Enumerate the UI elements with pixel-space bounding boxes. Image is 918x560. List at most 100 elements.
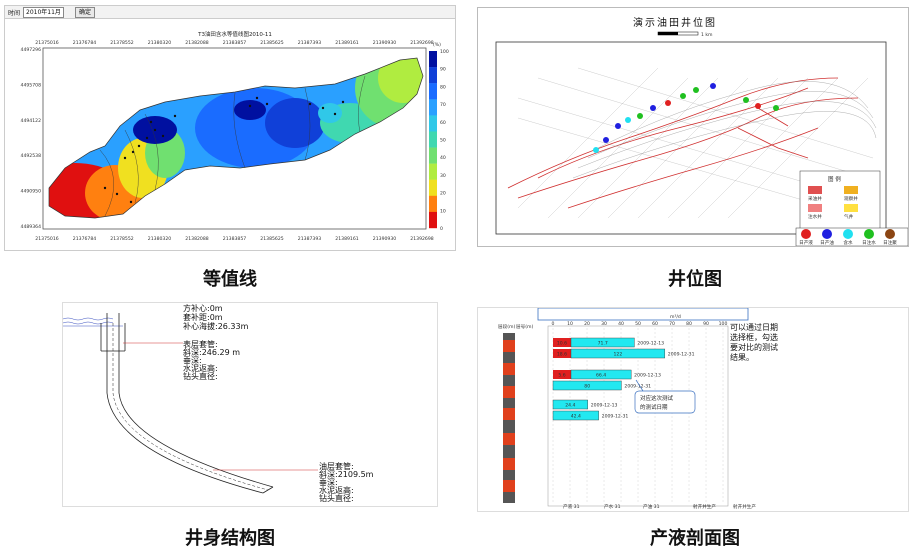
grid-lines bbox=[517, 67, 874, 219]
x-tick-label: 21380320 bbox=[148, 40, 171, 46]
x-tick-label: 21376784 bbox=[73, 236, 96, 242]
x-tick-label: 21392698 bbox=[410, 40, 433, 46]
legend-value: 70 bbox=[440, 102, 446, 108]
legend-label: 气井 bbox=[844, 213, 854, 220]
cyan-bar bbox=[552, 410, 599, 421]
bottom-legend-label: 产液 31 bbox=[563, 503, 580, 510]
red-bar bbox=[553, 338, 571, 347]
x-tick-label: 21390930 bbox=[373, 236, 396, 242]
map-frame bbox=[495, 41, 887, 235]
circle-legend-label: 日产液 bbox=[799, 239, 813, 246]
x-tick-label: 21376784 bbox=[73, 40, 96, 46]
cyan-bar bbox=[570, 369, 632, 380]
axis-tick: 50 bbox=[635, 321, 641, 327]
x-tick-label: 21390930 bbox=[373, 40, 396, 46]
x-tick-label: 21383857 bbox=[223, 40, 246, 46]
surface-line: 斜深:246.29 m bbox=[183, 347, 240, 357]
axis-tick: 30 bbox=[601, 321, 607, 327]
bar-date: 2009-12-31 bbox=[668, 352, 695, 358]
legend-swatch bbox=[429, 131, 437, 148]
bar-date: 2009-12-31 bbox=[602, 414, 629, 420]
legend-value: 10 bbox=[440, 208, 446, 214]
circle-legend: 日产液 日产油 含水 日注水 日注聚 bbox=[795, 227, 908, 246]
production-line: 油层套管: bbox=[319, 461, 354, 471]
legend-swatch bbox=[429, 115, 437, 132]
svg-text:1 km: 1 km bbox=[701, 32, 713, 38]
x-tick-label: 21387393 bbox=[298, 236, 321, 242]
legend-value: 50 bbox=[440, 138, 446, 144]
circle-legend-icon bbox=[801, 229, 811, 239]
date-select[interactable]: 2010年11月 bbox=[23, 7, 64, 18]
y-ticks: 4497296 4495708 4494122 4492538 4490950 44893… bbox=[21, 47, 42, 230]
cyan-bar bbox=[570, 348, 666, 359]
red-bar-label: 10.6 bbox=[557, 341, 567, 347]
fault-lines bbox=[507, 77, 859, 209]
note-line: 结果。 bbox=[730, 352, 754, 362]
bottom-legend-label: 射开井生产 bbox=[733, 503, 756, 510]
x-tick-label: 21375016 bbox=[35, 236, 58, 242]
contour-panel: 时间 2010年11月 确定 T3油田含水等值线图2010-11 2137501… bbox=[4, 5, 456, 251]
legend-value: 40 bbox=[440, 155, 446, 161]
circle-legend-label: 日注水 bbox=[862, 239, 876, 246]
wellmap-chart: 演示油田井位图 1 km bbox=[495, 16, 908, 246]
production-line: 钻头直径: bbox=[319, 493, 354, 503]
contour-hatch bbox=[572, 81, 877, 179]
x-tick-label: 21382088 bbox=[185, 236, 208, 242]
production-line: 水泥返高: bbox=[319, 485, 354, 495]
x-tick-label: 21385625 bbox=[260, 40, 283, 46]
confirm-button[interactable]: 确定 bbox=[75, 7, 96, 18]
axis-unit: m³/d bbox=[670, 314, 681, 320]
axis-tick: 20 bbox=[584, 321, 590, 327]
contour-title: T3油田含水等值线图2010-11 bbox=[197, 30, 272, 38]
legend-swatch bbox=[429, 83, 437, 100]
legend-swatch bbox=[844, 204, 858, 212]
x-ticks-top: 21375016 21376784 21378552 21380320 21382088… bbox=[35, 40, 433, 46]
note-line: 可以通过日期 bbox=[730, 322, 778, 332]
contour-toolbar: 时间 2010年11月 确定 bbox=[5, 6, 455, 19]
svg-text:图 例: 图 例 bbox=[828, 175, 841, 183]
cyan-bar-label: 71.7 bbox=[598, 341, 608, 347]
cyan-bar-label: 80 bbox=[584, 384, 590, 390]
legend-value: 0 bbox=[440, 226, 443, 232]
red-bar bbox=[553, 349, 571, 358]
bar-date: 2009-12-31 bbox=[624, 384, 651, 390]
scale-bar: 1 km bbox=[657, 31, 713, 38]
y-tick-label: 4494122 bbox=[21, 118, 42, 124]
cyan-bar-label: 66.4 bbox=[596, 373, 606, 379]
contour-lines bbox=[99, 75, 366, 217]
profile-panel: 层段(m) 层号(m) 0 10 20 30 40 50 60 70 80 90 100 m³/d 1… bbox=[477, 307, 909, 512]
circle-legend-icon bbox=[843, 229, 853, 239]
x-tick-label: 21378552 bbox=[110, 236, 133, 242]
production-line: 斜深:2109.5m bbox=[319, 469, 374, 479]
wellmap-title: 演示油田井位图 bbox=[633, 16, 717, 29]
legend-label: 采油井 bbox=[808, 195, 822, 202]
axis-tick: 10 bbox=[567, 321, 573, 327]
legend-swatch bbox=[429, 147, 437, 164]
axis-tick: 0 bbox=[552, 321, 555, 327]
date-picker-frame[interactable] bbox=[537, 308, 749, 321]
axis-tick: 100 bbox=[719, 321, 728, 327]
surface-line: 表层套管: bbox=[183, 339, 218, 349]
col-header-1: 层段(m) bbox=[498, 323, 515, 330]
circle-legend-label: 日注聚 bbox=[883, 239, 897, 246]
axis-tick: 90 bbox=[703, 321, 709, 327]
callout-line: 对应这次测试 bbox=[640, 394, 674, 402]
x-tick-label: 21392698 bbox=[410, 236, 433, 242]
header-line: 方补心:0m bbox=[183, 303, 223, 313]
y-tick-label: 4495708 bbox=[21, 82, 42, 88]
header-line: 补心海拔:26.33m bbox=[183, 321, 249, 331]
legend-value: 20 bbox=[440, 191, 446, 197]
surface-line: 水泥返高: bbox=[183, 363, 218, 373]
legend-swatch bbox=[429, 51, 437, 68]
bottom-legend-label: 产油 31 bbox=[643, 503, 660, 510]
x-tick-label: 21389161 bbox=[335, 236, 358, 242]
col-header-2: 层号(m) bbox=[516, 324, 533, 330]
circle-legend-icon bbox=[864, 229, 874, 239]
circle-legend-label: 含水 bbox=[843, 239, 853, 246]
x-ticks-bottom: 21375016 21376784 21378552 21380320 21382088… bbox=[35, 236, 433, 242]
well-points bbox=[103, 96, 345, 204]
legend-swatch bbox=[808, 204, 822, 212]
